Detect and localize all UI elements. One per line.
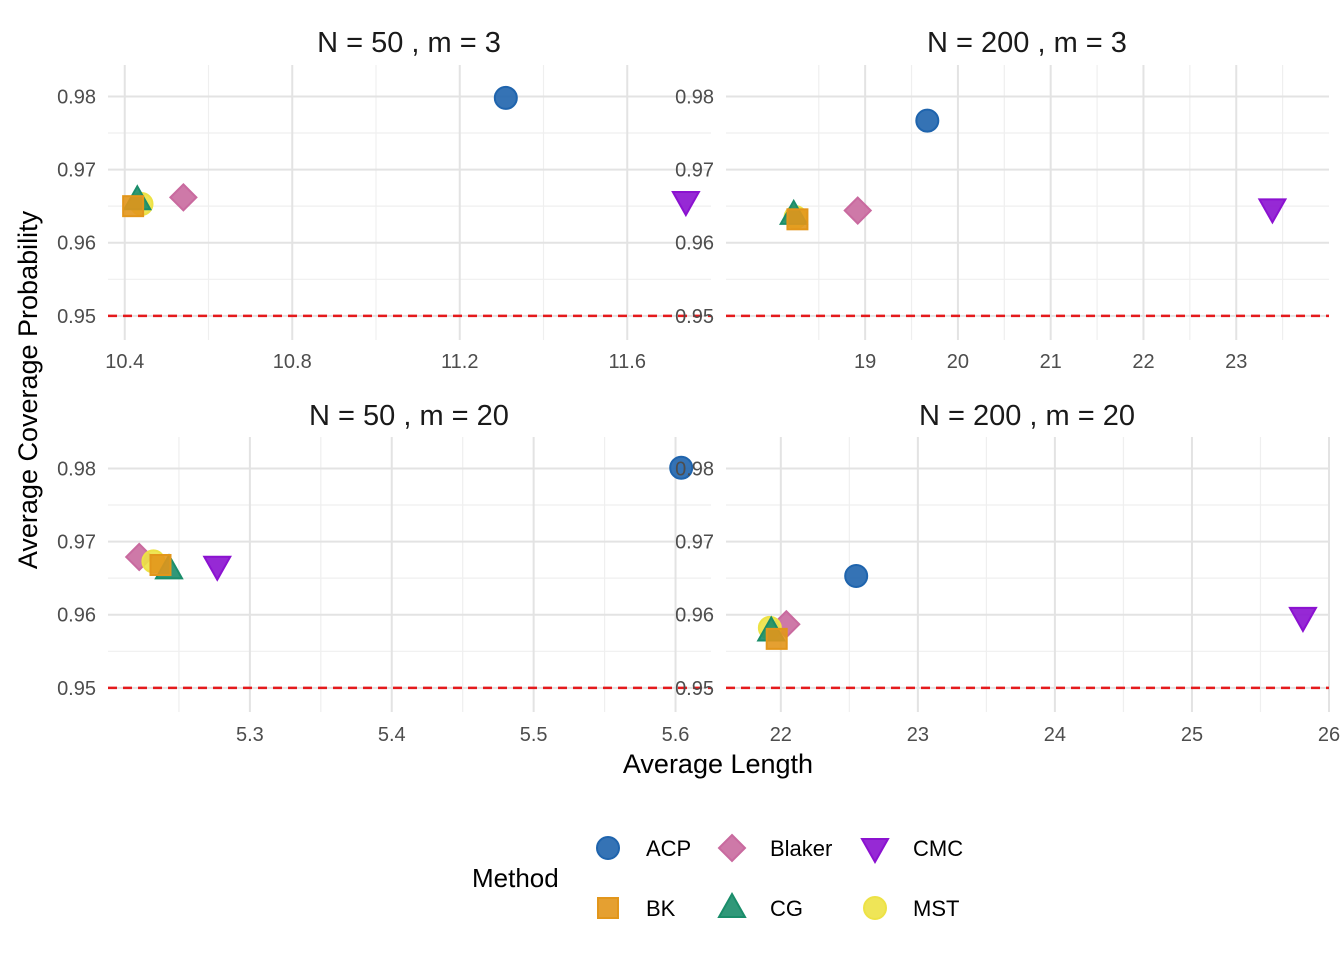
legend-items: ACP Blaker CMC BK CG MST (596, 833, 963, 921)
y-tick-label: 0.96 (675, 605, 714, 627)
legend-label: BK (646, 896, 676, 921)
legend-item-cmc: CMC (860, 836, 963, 865)
x-tick-label: 24 (1044, 724, 1066, 746)
x-tick-label: 5.4 (378, 724, 406, 746)
legend-item-mst: MST (863, 896, 959, 921)
x-axis-label: Average Length (623, 749, 813, 779)
x-tick-label: 5.3 (236, 724, 264, 746)
x-tick-label: 11.6 (609, 351, 646, 373)
data-point-cmc (671, 191, 701, 218)
facet-title: N = 200 , m = 20 (919, 400, 1135, 432)
y-tick-label: 0.97 (57, 160, 96, 182)
y-tick-label: 0.96 (57, 233, 96, 255)
facet-title: N = 50 , m = 3 (317, 27, 501, 59)
data-point-bk (149, 553, 172, 576)
y-tick-label: 0.95 (675, 678, 714, 700)
y-tick-label: 0.97 (675, 532, 714, 554)
legend-item-acp: ACP (596, 836, 691, 861)
data-point-acp (493, 85, 518, 110)
y-tick-label: 0.97 (57, 532, 96, 554)
legend-label: Blaker (770, 836, 832, 861)
facet-panel: 10.4 10.8 11.2 11.6 0.95 0.96 0.97 0.98 N = 50 ,… (57, 27, 711, 373)
legend: Method ACP Blaker CMC BK CG MST (472, 833, 963, 921)
x-tick-label: 11.2 (441, 351, 478, 373)
legend-item-blaker: Blaker (717, 833, 832, 863)
facet-panel: 22 23 24 25 26 0.95 0.96 0.97 0.98 N = 200 , m = … (675, 400, 1340, 746)
x-tick-label: 10.4 (105, 351, 144, 373)
legend-key-mst (863, 896, 887, 920)
x-tick-label: 23 (1225, 351, 1247, 373)
facet-panel: 5.3 5.4 5.5 5.6 0.95 0.96 0.97 0.98 N = 50 , m =… (57, 400, 711, 746)
data-point-acp (669, 455, 694, 480)
y-tick-label: 0.98 (675, 86, 714, 108)
legend-label: ACP (646, 836, 691, 861)
y-tick-label: 0.96 (57, 605, 96, 627)
legend-title: Method (472, 863, 559, 893)
facet-panel: 19 20 21 22 23 0.95 0.96 0.97 0.98 N = 200 , m = … (675, 27, 1329, 373)
x-tick-label: 10.8 (273, 351, 312, 373)
data-point-blaker (843, 196, 873, 225)
data-point-bk (786, 208, 809, 231)
x-tick-label: 20 (947, 351, 969, 373)
data-point-cmc (202, 555, 232, 582)
legend-label: CG (770, 896, 803, 921)
panels-layer: 10.4 10.8 11.2 11.6 0.95 0.96 0.97 0.98 N = 50 ,… (57, 27, 1340, 746)
legend-label: MST (913, 896, 959, 921)
x-tick-label: 25 (1181, 724, 1203, 746)
y-tick-label: 0.95 (57, 678, 96, 700)
legend-key-bk (597, 897, 619, 919)
y-tick-label: 0.97 (675, 160, 714, 182)
data-point-acp (844, 563, 869, 588)
x-tick-label: 23 (907, 724, 929, 746)
legend-key-cg (717, 891, 747, 918)
data-point-cmc (1257, 198, 1288, 225)
x-tick-label: 26 (1318, 724, 1340, 746)
legend-key-acp (596, 836, 620, 860)
legend-key-cmc (860, 838, 890, 865)
x-tick-label: 5.6 (662, 724, 690, 746)
y-tick-label: 0.96 (675, 233, 714, 255)
x-tick-label: 22 (770, 724, 792, 746)
y-tick-label: 0.98 (675, 458, 714, 480)
x-tick-label: 22 (1132, 351, 1154, 373)
facet-title: N = 50 , m = 20 (309, 400, 509, 432)
y-tick-label: 0.98 (57, 458, 96, 480)
x-tick-label: 21 (1040, 351, 1062, 373)
x-tick-label: 19 (854, 351, 876, 373)
data-point-bk (122, 195, 145, 218)
legend-item-bk: BK (597, 896, 676, 921)
legend-key-blaker (717, 833, 747, 863)
y-tick-label: 0.95 (57, 306, 96, 328)
x-tick-label: 5.5 (520, 724, 548, 746)
y-tick-label: 0.95 (675, 306, 714, 328)
y-tick-label: 0.98 (57, 86, 96, 108)
data-point-blaker (168, 182, 198, 212)
facet-title: N = 200 , m = 3 (927, 27, 1127, 59)
data-point-acp (915, 108, 940, 133)
data-point-bk (765, 627, 788, 650)
y-axis-label: Average Coverage Probability (13, 210, 43, 569)
legend-label: CMC (913, 836, 963, 861)
legend-item-cg: CG (717, 891, 803, 921)
data-point-cmc (1288, 606, 1318, 633)
